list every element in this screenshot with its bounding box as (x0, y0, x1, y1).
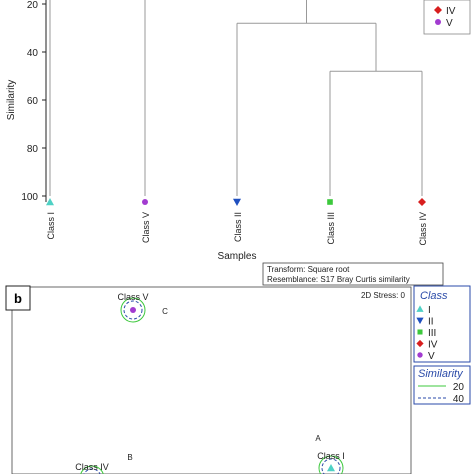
legend-label: II (428, 317, 434, 328)
legend-marker (417, 329, 423, 335)
legend-marker (416, 305, 424, 312)
y-tick-label: 100 (21, 192, 38, 203)
panel-b-label: b (14, 291, 22, 306)
resemblance-note: Resemblance: S17 Bray Curtis similarity (267, 275, 410, 284)
legend-label: I (428, 305, 431, 316)
similarity-legend-title: Similarity (418, 368, 464, 380)
leaf-marker (142, 199, 148, 205)
leaf-label: Class II (233, 212, 243, 242)
legend-label: IV (446, 6, 456, 17)
leaf-marker (418, 198, 426, 206)
similarity-20-contour (80, 465, 104, 474)
y-tick-label: 60 (27, 96, 39, 107)
mds-point (327, 464, 335, 472)
dendrogram-panel: 20 40 60 80 100 Similarity Class I Class V Cla… (6, 0, 471, 286)
mds-plot-frame (11, 286, 412, 474)
group-label: A (315, 434, 321, 443)
leaf-marker (327, 199, 333, 205)
panel-b-label-box (5, 285, 31, 311)
class-legend-box (413, 285, 471, 363)
class-legend-title: Class (420, 290, 448, 302)
similarity-40-contour (83, 468, 101, 474)
transform-note: Transform: Square root (267, 265, 350, 274)
y-tick-label: 80 (27, 144, 39, 155)
mds-point (130, 307, 136, 313)
mds-point-label: Class IV (75, 462, 109, 472)
group-label: B (127, 453, 132, 462)
leaf-marker (46, 198, 54, 206)
leaf-label: Class V (141, 212, 151, 243)
legend-marker (435, 19, 441, 25)
similarity-40-contour (123, 300, 143, 320)
legend-label: III (428, 328, 436, 339)
legend-marker (416, 317, 424, 325)
legend-box (423, 0, 471, 35)
legend-label: IV (428, 340, 438, 351)
legend-label: V (446, 18, 453, 29)
similarity-legend-label: 40 (453, 394, 465, 405)
leaf-label: Class I (46, 212, 56, 240)
legend-marker (434, 6, 442, 14)
x-axis-label: Samples (218, 251, 257, 262)
y-tick-label: 20 (27, 0, 39, 11)
y-axis-label: Similarity (6, 80, 17, 121)
similarity-legend-label: 20 (453, 382, 465, 393)
group-label: C (162, 307, 168, 316)
stress-label: 2D Stress: 0 (361, 291, 406, 300)
y-tick-label: 40 (27, 48, 39, 59)
legend-marker (417, 352, 423, 358)
legend-label: V (428, 351, 435, 362)
mds-point-label: Class I (317, 451, 345, 461)
leaf-label: Class III (326, 212, 336, 245)
similarity-20-contour (318, 455, 344, 474)
similarity-20-contour (120, 297, 146, 323)
transform-note-box (262, 262, 444, 286)
leaf-label: Class IV (418, 212, 428, 246)
similarity-40-contour (321, 458, 341, 474)
mds-point-label: Class V (117, 292, 148, 302)
legend-marker (416, 339, 424, 348)
leaf-marker (233, 198, 241, 206)
